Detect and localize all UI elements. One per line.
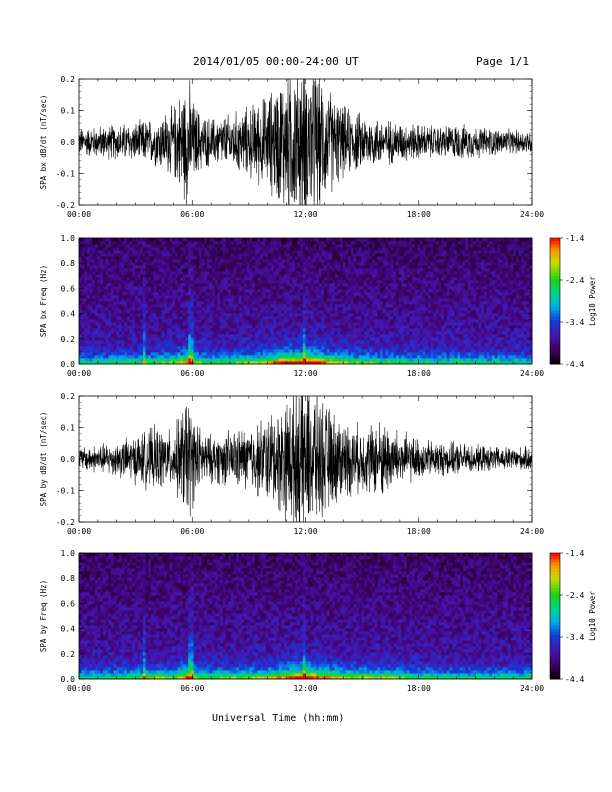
colorbar: -1.4 -2.4 -3.4 -4.4 Log10 Power: [549, 549, 597, 684]
colorbar: -1.4 -2.4 -3.4 -4.4 Log10 Power: [549, 234, 597, 369]
panel-2-heatmap: 1.0 0.8 0.6 0.4 0.2 0.0 SPA bx Freq (Hz) 00:00 0…: [39, 234, 597, 378]
x-tick-label: 24:00: [520, 369, 544, 378]
colorbar-label: Log10 Power: [588, 276, 597, 326]
colorbar-tick-label: -3.4: [565, 318, 584, 327]
x-tick-label: 00:00: [67, 527, 91, 536]
y-axis-label: SPA bx dB/dt (nT/sec): [39, 95, 48, 190]
colorbar-tick-label: -4.4: [565, 675, 584, 684]
colorbar-tick-label: -1.4: [565, 549, 584, 558]
x-tick-label: 00:00: [67, 684, 91, 693]
y-tick-label: -0.1: [56, 487, 75, 496]
x-tick-label: 12:00: [293, 527, 317, 536]
y-tick-label: 0.1: [61, 424, 76, 433]
x-tick-label: 00:00: [67, 369, 91, 378]
x-tick-label: 06:00: [180, 527, 204, 536]
panels: 0.2 0.1 0.0 -0.1 -0.2 SPA bx dB/dt (nT/sec) 00…: [39, 75, 597, 693]
panel-4-heatmap: 1.0 0.8 0.6 0.4 0.2 0.0 SPA by Freq (Hz) 00:00 0…: [39, 549, 597, 693]
series-trace: [79, 79, 532, 205]
colorbar-label: Log10 Power: [588, 591, 597, 641]
y-tick-label: 0.0: [61, 675, 76, 684]
spectrogram: [79, 238, 533, 365]
y-tick-label: 0.8: [61, 574, 76, 583]
series-trace: [79, 396, 532, 522]
x-tick-label: 00:00: [67, 210, 91, 219]
y-tick-label: 0.0: [61, 455, 76, 464]
x-tick-label: 24:00: [520, 210, 544, 219]
y-tick-label: -0.1: [56, 170, 75, 179]
x-tick-label: 12:00: [293, 369, 317, 378]
x-tick-label: 12:00: [293, 210, 317, 219]
x-tick-label: 24:00: [520, 527, 544, 536]
x-tick-label: 06:00: [180, 369, 204, 378]
x-tick-label: 06:00: [180, 684, 204, 693]
x-tick-label: 18:00: [407, 527, 431, 536]
colorbar-tick-label: -2.4: [565, 591, 584, 600]
x-tick-label: 12:00: [293, 684, 317, 693]
colorbar-tick-label: -3.4: [565, 633, 584, 642]
y-axis-label: SPA bx Freq (Hz): [39, 265, 48, 337]
x-tick-label: 06:00: [180, 210, 204, 219]
y-tick-label: 0.6: [61, 284, 76, 293]
x-tick-label: 18:00: [407, 684, 431, 693]
y-tick-label: 0.2: [61, 650, 76, 659]
panel-3-line: 0.2 0.1 0.0 -0.1 -0.2 SPA by dB/dt (nT/sec) 00…: [39, 392, 544, 536]
y-axis-label: SPA by Freq (Hz): [39, 580, 48, 652]
page-number: Page 1/1: [476, 55, 529, 68]
colorbar-tick-label: -4.4: [565, 360, 584, 369]
y-tick-label: -0.2: [56, 201, 75, 210]
y-tick-label: 1.0: [61, 234, 76, 243]
y-tick-label: 0.2: [61, 392, 76, 401]
y-tick-label: 0.2: [61, 335, 76, 344]
y-tick-label: 1.0: [61, 549, 76, 558]
colorbar-tick-label: -2.4: [565, 276, 584, 285]
y-tick-label: 0.2: [61, 75, 76, 84]
y-tick-label: -0.2: [56, 518, 75, 527]
y-tick-label: 0.0: [61, 360, 76, 369]
y-tick-label: 0.0: [61, 138, 76, 147]
x-tick-label: 18:00: [407, 369, 431, 378]
spectrogram: [79, 553, 533, 680]
x-tick-label: 24:00: [520, 684, 544, 693]
y-tick-label: 0.1: [61, 107, 76, 116]
x-tick-label: 18:00: [407, 210, 431, 219]
y-tick-label: 0.4: [61, 625, 76, 634]
panel-1-line: 0.2 0.1 0.0 -0.1 -0.2 SPA bx dB/dt (nT/sec) 00…: [39, 75, 544, 219]
x-axis-title: Universal Time (hh:mm): [212, 713, 344, 724]
y-tick-label: 0.6: [61, 599, 76, 608]
figure-title: 2014/01/05 00:00-24:00 UT: [193, 55, 359, 68]
y-tick-label: 0.4: [61, 310, 76, 319]
colorbar-tick-label: -1.4: [565, 234, 584, 243]
y-axis-label: SPA by dB/dt (nT/sec): [39, 412, 48, 507]
y-tick-label: 0.8: [61, 259, 76, 268]
